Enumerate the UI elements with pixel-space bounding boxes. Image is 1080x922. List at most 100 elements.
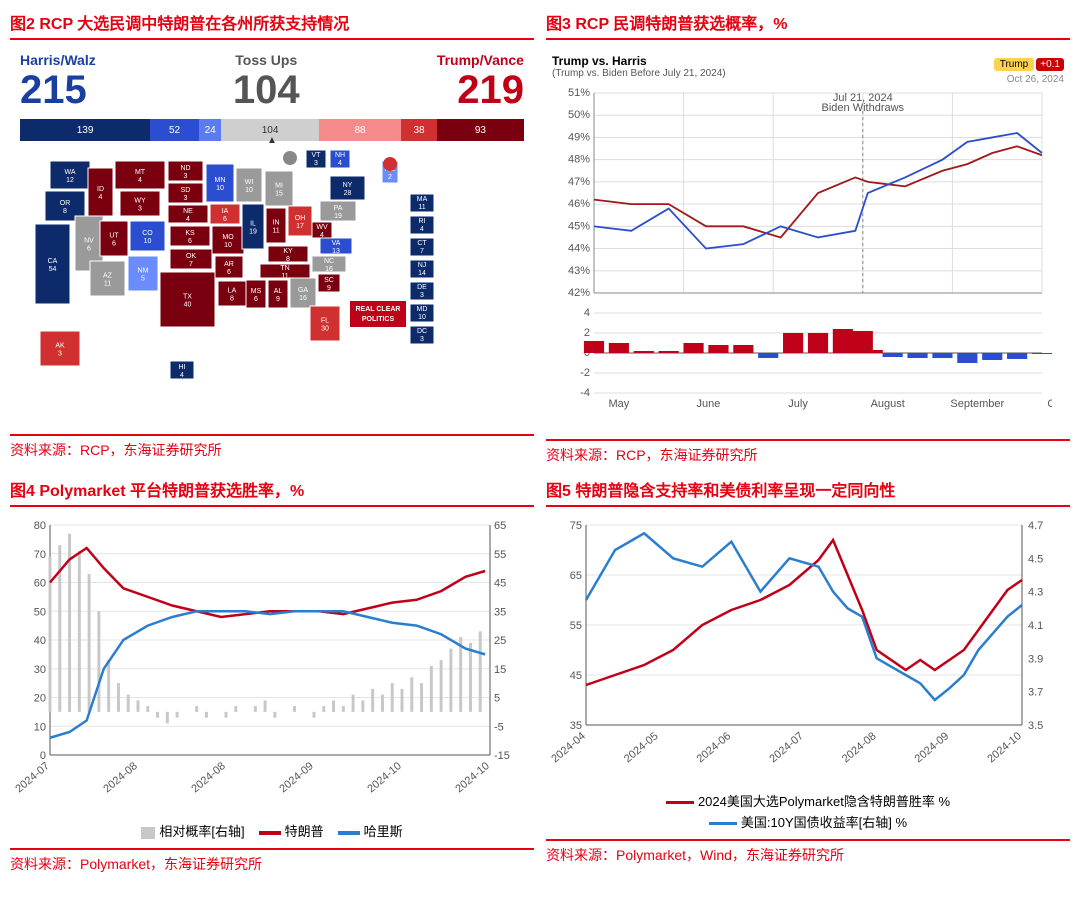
svg-text:KY: KY [283,248,293,255]
fig2-chart: Harris/Walz 215 Toss Ups 104 Trump/Vance… [10,48,534,426]
svg-text:RI: RI [419,218,426,225]
svg-text:August: August [871,398,905,410]
svg-text:45: 45 [570,670,582,682]
svg-text:2024-05: 2024-05 [622,730,661,765]
svg-text:46%: 46% [568,198,590,210]
svg-text:49%: 49% [568,131,590,143]
svg-text:19: 19 [334,213,342,220]
svg-text:WV: WV [316,224,328,231]
svg-text:AK: AK [55,343,65,350]
svg-text:CT: CT [417,240,427,247]
fig5-legend: 2024美国大选Polymarket隐含特朗普胜率 %美国:10Y国债收益率[右… [546,791,1070,831]
svg-text:WA: WA [64,169,75,176]
fig2-source: 资料来源：RCP，东海证券研究所 [10,434,534,460]
svg-text:TN: TN [280,265,289,272]
svg-text:8: 8 [63,208,67,215]
svg-text:REAL CLEAR: REAL CLEAR [356,306,401,313]
svg-text:55: 55 [570,620,582,632]
svg-text:Biden Withdraws: Biden Withdraws [822,102,905,114]
svg-text:7: 7 [420,248,424,255]
svg-text:10: 10 [245,187,253,194]
fig5-svg: 35455565753.53.73.94.14.34.54.72024-0420… [546,515,1066,785]
svg-text:3.7: 3.7 [1028,687,1043,699]
svg-text:AZ: AZ [103,273,113,280]
svg-text:70: 70 [34,549,46,561]
fig4-title: 图4 Polymarket 平台特朗普获选胜率，% [10,477,534,507]
fig3-date: Oct 26, 2024 [994,74,1064,85]
svg-text:FL: FL [321,318,329,325]
svg-text:NV: NV [84,238,94,245]
svg-text:11: 11 [281,273,288,280]
svg-text:10: 10 [418,314,426,321]
svg-text:44%: 44% [568,243,590,255]
svg-text:15: 15 [494,664,506,676]
svg-text:8: 8 [286,256,290,263]
svg-text:2: 2 [584,327,590,339]
svg-text:NY: NY [343,182,353,189]
fig4-legend: 相对概率[右轴]特朗普哈里斯 [10,821,534,840]
svg-text:4: 4 [420,226,424,233]
fig3-svg: 42%43%44%45%46%47%48%49%50%51%Jul 21, 20… [552,85,1052,425]
svg-text:POLITICS: POLITICS [362,316,395,323]
svg-text:MT: MT [135,169,146,176]
svg-text:11: 11 [104,281,111,288]
fig3-chart-sub: (Trump vs. Biden Before July 21, 2024) [552,68,726,79]
svg-text:20: 20 [34,693,46,705]
svg-text:NE: NE [183,208,193,215]
svg-text:65: 65 [570,570,582,582]
svg-text:80: 80 [34,520,46,532]
svg-text:2024-10: 2024-10 [365,760,404,795]
svg-text:4: 4 [186,216,190,223]
harris-value: 215 [20,68,96,113]
svg-text:3: 3 [184,195,188,202]
svg-text:May: May [608,398,629,410]
svg-text:WI: WI [245,179,254,186]
svg-text:6: 6 [223,216,227,223]
panel-fig3: 图3 RCP 民调特朗普获选概率，% Trump vs. Harris (Tru… [546,10,1070,465]
svg-text:2024-08: 2024-08 [189,760,228,795]
svg-text:45: 45 [494,578,506,590]
svg-text:2024-09: 2024-09 [913,730,952,765]
svg-text:25: 25 [494,635,506,647]
svg-text:8: 8 [230,296,234,303]
svg-text:2024-07: 2024-07 [13,760,52,795]
trump-label: Trump/Vance [437,52,524,68]
svg-text:65: 65 [494,520,506,532]
svg-text:54: 54 [49,266,57,273]
svg-text:4: 4 [138,177,142,184]
svg-text:June: June [697,398,721,410]
svg-text:6: 6 [87,246,91,253]
svg-text:-2: -2 [580,367,590,379]
svg-text:7: 7 [189,261,193,268]
fig5-chart: 35455565753.53.73.94.14.34.54.72024-0420… [546,515,1070,831]
svg-text:4: 4 [338,160,342,167]
svg-text:September: September [950,398,1004,410]
svg-text:15: 15 [275,191,283,198]
trump-value: 219 [437,68,524,113]
svg-text:CO: CO [142,230,153,237]
svg-text:2024-08: 2024-08 [840,730,879,765]
svg-text:DC: DC [417,328,427,335]
fig3-chart-title: Trump vs. Harris [552,54,726,68]
svg-text:4: 4 [99,194,103,201]
svg-text:NC: NC [324,258,334,265]
svg-text:DE: DE [417,284,427,291]
svg-text:2024-10: 2024-10 [985,730,1024,765]
svg-text:3: 3 [184,173,188,180]
svg-text:47%: 47% [568,176,590,188]
svg-text:55: 55 [494,549,506,561]
svg-text:4: 4 [584,307,590,319]
svg-text:MN: MN [215,177,226,184]
svg-text:5: 5 [494,693,500,705]
svg-text:4: 4 [320,232,324,239]
svg-text:10: 10 [34,721,46,733]
svg-text:KS: KS [185,230,195,237]
svg-text:OK: OK [186,253,196,260]
svg-text:MA: MA [417,196,428,203]
svg-text:4: 4 [180,372,184,379]
svg-text:6: 6 [227,269,231,276]
svg-text:51%: 51% [568,87,590,99]
svg-text:ID: ID [97,186,104,193]
fig5-title: 图5 特朗普隐含支持率和美债利率呈现一定同向性 [546,477,1070,507]
svg-text:2: 2 [388,174,392,181]
